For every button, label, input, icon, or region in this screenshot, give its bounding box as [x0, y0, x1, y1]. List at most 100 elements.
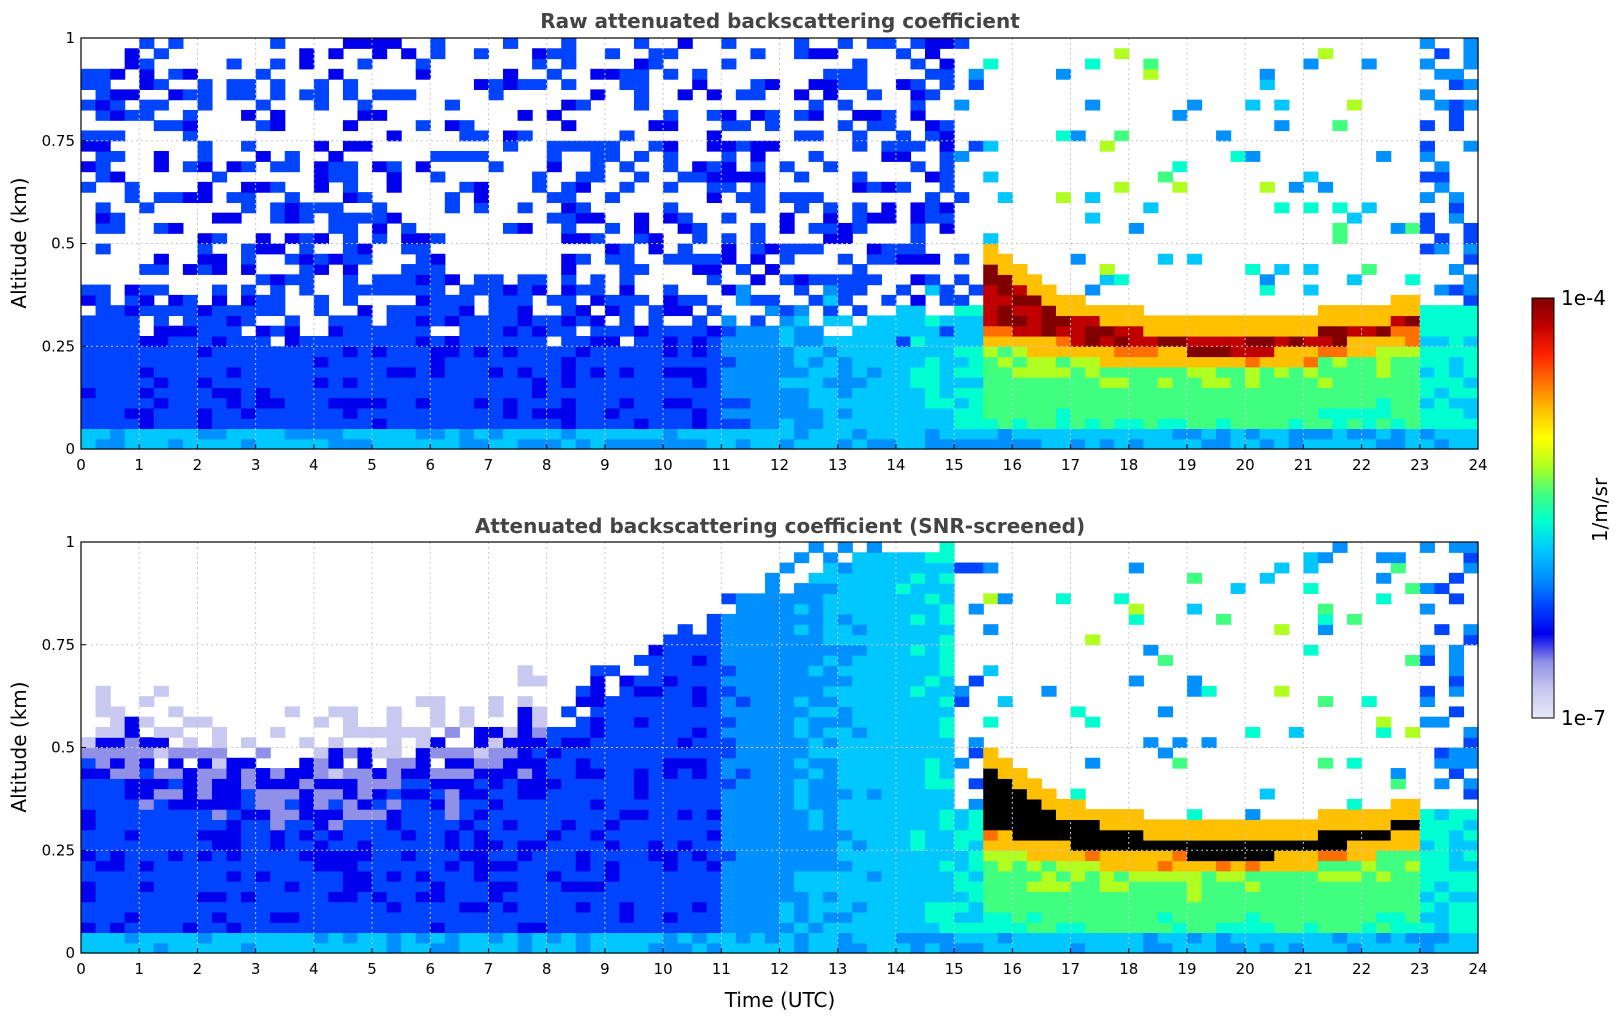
heatmap-cell — [488, 932, 504, 944]
heatmap-cell — [721, 366, 737, 378]
heatmap-cell — [663, 387, 679, 399]
heatmap-cell — [444, 120, 460, 132]
heatmap-cell — [954, 829, 970, 841]
heatmap-cell — [1128, 819, 1144, 831]
heatmap-cell — [823, 706, 839, 718]
heatmap-cell — [1099, 140, 1115, 152]
heatmap-cell — [604, 726, 621, 738]
heatmap-cell — [328, 325, 344, 337]
heatmap-cell — [881, 870, 897, 882]
heatmap-cell — [197, 860, 213, 872]
heatmap-cell — [372, 202, 388, 214]
heatmap-cell — [546, 377, 562, 388]
heatmap-cell — [750, 593, 766, 605]
heatmap-cell — [1041, 942, 1057, 954]
heatmap-cell — [721, 387, 737, 399]
heatmap-cell — [663, 706, 679, 718]
heatmap-cell — [532, 675, 548, 687]
heatmap-cell — [81, 140, 97, 152]
heatmap-cell — [110, 377, 126, 388]
heatmap-cell — [357, 192, 373, 204]
heatmap-cell — [1332, 809, 1348, 821]
heatmap-cell — [619, 130, 635, 142]
heatmap-cell — [81, 788, 97, 800]
heatmap-cell — [968, 932, 984, 944]
heatmap-cell — [1448, 572, 1465, 584]
panel-raw-title: Raw attenuated backscattering coefficien… — [540, 9, 1020, 33]
heatmap-cell — [895, 335, 912, 347]
heatmap-cell — [968, 366, 984, 378]
heatmap-cell — [430, 356, 446, 368]
heatmap-cell — [677, 243, 693, 255]
heatmap-cell — [372, 428, 388, 440]
heatmap-cell — [633, 294, 650, 306]
heatmap-cell — [677, 768, 693, 779]
heatmap-cell — [808, 243, 824, 255]
heatmap-cell — [430, 737, 446, 749]
heatmap-cell — [852, 572, 868, 584]
heatmap-cell — [1390, 901, 1406, 913]
heatmap-cell — [590, 294, 606, 306]
heatmap-cell — [1288, 850, 1304, 862]
heatmap-cell — [764, 891, 781, 903]
heatmap-cell — [750, 624, 766, 636]
heatmap-cell — [721, 726, 737, 738]
heatmap-cell — [313, 798, 329, 810]
heatmap-cell — [124, 788, 140, 800]
heatmap-cell — [1361, 911, 1377, 923]
heatmap-cell — [328, 335, 344, 347]
x-tick-label: 11 — [712, 456, 731, 474]
heatmap-cell — [430, 696, 446, 708]
heatmap-cell — [895, 356, 912, 368]
heatmap-cell — [561, 922, 577, 934]
heatmap-cell — [1332, 819, 1348, 831]
heatmap-cell — [925, 819, 941, 831]
heatmap-cell — [1230, 829, 1246, 841]
heatmap-cell — [255, 377, 271, 388]
heatmap-cell — [1274, 911, 1290, 923]
heatmap-cell — [735, 438, 751, 450]
heatmap-cell — [1463, 294, 1479, 306]
x-tick-label: 19 — [1177, 960, 1196, 978]
heatmap-cell — [735, 891, 751, 903]
heatmap-cell — [910, 706, 926, 718]
heatmap-cell — [808, 613, 824, 625]
heatmap-cell — [939, 624, 955, 636]
heatmap-cell — [1099, 315, 1115, 327]
heatmap-cell — [750, 829, 766, 841]
heatmap-cell — [997, 942, 1013, 954]
heatmap-cell — [168, 438, 184, 450]
heatmap-cell — [1303, 438, 1319, 450]
heatmap-cell — [211, 829, 228, 841]
heatmap-cell — [837, 696, 853, 708]
heatmap-cell — [750, 161, 766, 173]
heatmap-cell — [1230, 860, 1246, 872]
heatmap-cell — [415, 881, 431, 892]
heatmap-cell — [1099, 860, 1115, 872]
heatmap-cell — [532, 284, 548, 296]
heatmap-cell — [357, 870, 373, 882]
heatmap-cell — [604, 387, 621, 399]
heatmap-cell — [110, 726, 126, 738]
heatmap-cell — [648, 675, 664, 687]
heatmap-cell — [1216, 860, 1232, 872]
heatmap-cell — [1085, 839, 1101, 851]
heatmap-cell — [1099, 305, 1115, 317]
heatmap-cell — [503, 932, 519, 944]
heatmap-cell — [459, 335, 475, 347]
heatmap-cell — [866, 89, 882, 101]
heatmap-cell — [473, 192, 490, 204]
heatmap-cell — [837, 397, 853, 409]
heatmap-cell — [997, 819, 1013, 831]
heatmap-cell — [95, 202, 111, 214]
heatmap-cell — [241, 922, 257, 934]
heatmap-cell — [983, 438, 999, 450]
heatmap-cell — [372, 901, 388, 913]
heatmap-cell — [954, 881, 970, 892]
heatmap-cell — [706, 778, 722, 790]
heatmap-cell — [663, 716, 679, 728]
heatmap-cell — [968, 819, 984, 831]
heatmap-cell — [983, 829, 999, 841]
panel-raw-ylabel: Altitude (km) — [7, 177, 31, 308]
heatmap-cell — [794, 38, 810, 49]
